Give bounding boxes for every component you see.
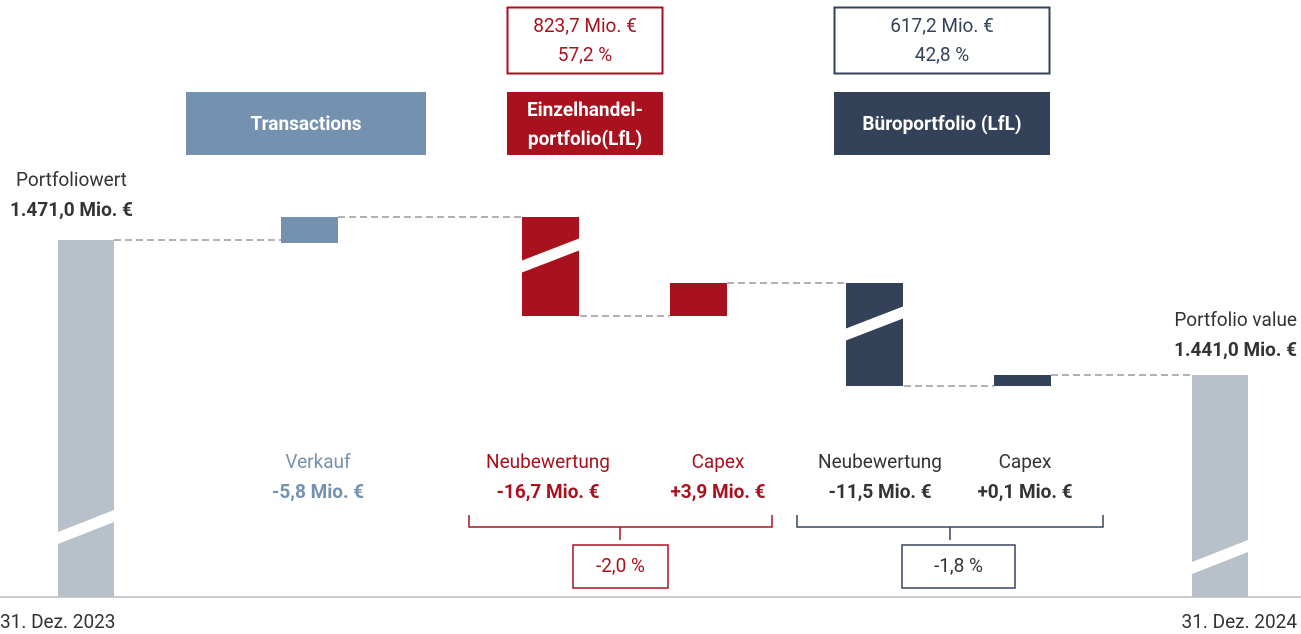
step-bar bbox=[994, 375, 1051, 386]
group-header bbox=[186, 92, 426, 155]
step-value: -16,7 Mio. € bbox=[496, 480, 600, 503]
bracket bbox=[468, 515, 773, 540]
start-label: Portfoliowert bbox=[16, 168, 127, 191]
end-label: Portfolio value bbox=[1174, 308, 1297, 331]
group-title: Einzelhandel- portfolio(LfL) bbox=[526, 98, 644, 150]
end-date: 31. Dez. 2024 bbox=[1181, 610, 1297, 633]
group-total: 823,7 Mio. € bbox=[533, 14, 637, 37]
step-bar bbox=[281, 217, 338, 243]
group-title: Büroportfolio (LfL) bbox=[862, 112, 1022, 135]
bracket bbox=[796, 515, 1104, 540]
step-name: Capex bbox=[691, 450, 745, 473]
group-total: 617,2 Mio. € bbox=[890, 14, 994, 37]
axis-break bbox=[846, 306, 903, 341]
step-value: -11,5 Mio. € bbox=[828, 480, 932, 503]
total-box bbox=[833, 6, 1051, 75]
step-name: Verkauf bbox=[285, 450, 351, 473]
step-name: Neubewertung bbox=[486, 450, 610, 473]
group-share: 42,8 % bbox=[914, 43, 970, 66]
start-bar bbox=[58, 240, 114, 597]
change-box bbox=[572, 544, 669, 589]
axis-break bbox=[522, 238, 579, 273]
group-title: Transactions bbox=[250, 112, 362, 135]
step-name: Capex bbox=[998, 450, 1052, 473]
group-change: -2,0 % bbox=[596, 554, 645, 577]
axis-break bbox=[58, 510, 114, 544]
group-header bbox=[834, 92, 1050, 155]
step-name: Neubewertung bbox=[818, 450, 942, 473]
group-change: -1,8 % bbox=[934, 554, 983, 577]
group-header bbox=[507, 92, 663, 155]
end-value: 1.441,0 Mio. € bbox=[1174, 338, 1297, 361]
step-bar bbox=[670, 283, 727, 316]
axis-break bbox=[1192, 540, 1248, 574]
group-share: 57,2 % bbox=[557, 43, 613, 66]
step-value: -5,8 Mio. € bbox=[271, 480, 365, 503]
step-value: +0,1 Mio. € bbox=[977, 480, 1073, 503]
start-value: 1.471,0 Mio. € bbox=[10, 198, 133, 221]
total-box bbox=[506, 6, 664, 75]
change-box bbox=[901, 544, 1016, 589]
start-date: 31. Dez. 2023 bbox=[0, 610, 116, 633]
step-value: +3,9 Mio. € bbox=[670, 480, 766, 503]
